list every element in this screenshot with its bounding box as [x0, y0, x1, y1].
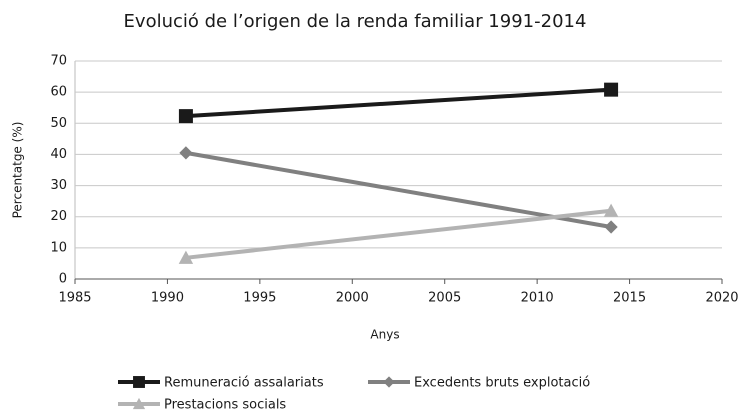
x-tick-label: 2020 — [705, 291, 738, 306]
y-tick-label: 70 — [50, 54, 67, 69]
y-tick-label: 60 — [50, 85, 67, 100]
x-tick-label: 1990 — [151, 291, 184, 306]
x-tick-label: 1985 — [58, 291, 91, 306]
x-tick-label: 2000 — [336, 291, 369, 306]
x-tick-label: 2015 — [613, 291, 646, 306]
y-tick-label: 40 — [50, 147, 67, 162]
y-axis-label: Percentatge (%) — [11, 122, 25, 219]
marker — [604, 82, 619, 97]
y-tick-label: 30 — [50, 178, 67, 193]
series-line — [185, 208, 612, 260]
legend-label: Prestacions socials — [164, 398, 286, 413]
chart-title: Evolució de l’origen de la renda familia… — [124, 11, 587, 32]
x-axis-label: Anys — [370, 328, 399, 342]
marker — [179, 146, 193, 160]
legend-marker — [133, 376, 145, 388]
series-line — [185, 150, 612, 229]
x-tick-label: 1995 — [243, 291, 276, 306]
marker — [178, 109, 193, 124]
x-tick-label: 2010 — [521, 291, 554, 306]
y-tick-label: 0 — [59, 272, 67, 287]
marker — [178, 250, 194, 264]
legend-marker — [383, 376, 395, 388]
legend-label: Excedents bruts explotació — [414, 376, 590, 391]
legend-label: Remuneració assalariats — [164, 376, 324, 391]
y-tick-label: 50 — [50, 116, 67, 131]
x-tick-label: 2005 — [428, 291, 461, 306]
marker — [603, 203, 619, 217]
series-line — [185, 87, 612, 119]
legend-marker — [132, 397, 146, 410]
y-tick-label: 20 — [50, 209, 67, 224]
marker — [604, 220, 618, 234]
y-tick-label: 10 — [50, 240, 67, 255]
